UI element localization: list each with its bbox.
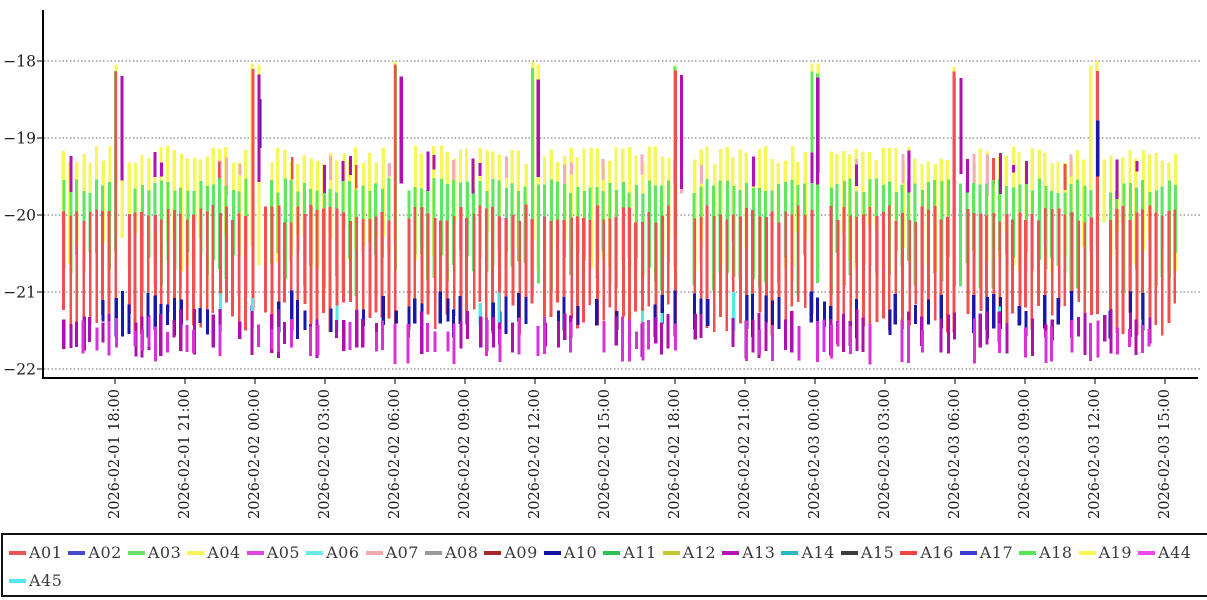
legend-item-A03: A03 [127,539,182,564]
legend-label: A09 [504,543,538,562]
legend-label: A05 [266,543,301,562]
legend-swatch-A06 [306,551,324,555]
x-tick-label: 2026-02-03 03:00 [877,389,893,519]
legend-label: A14 [801,543,835,562]
legend-item-A04: A04 [187,539,240,564]
legend-item-A01: A01 [9,539,62,564]
series-A03-A11-A18-green [62,65,1177,296]
x-tick-label: 2026-02-02 12:00 [527,389,543,519]
legend-label: A07 [385,543,419,562]
x-tick-label: 2026-02-02 00:00 [247,389,263,519]
legend-item-A05: A05 [246,539,301,564]
x-tick-label: 2026-02-02 03:00 [317,389,333,519]
legend-swatch-A04 [187,551,205,555]
legend-swatch-A15 [840,551,858,555]
legend-label: A45 [29,571,63,590]
legend-label: A11 [623,543,657,562]
x-tick-label: 2026-02-02 15:00 [597,389,613,519]
legend-label: A19 [1098,543,1133,562]
legend-label: A01 [29,543,63,562]
legend-label: A03 [147,543,182,562]
series-A05-A44-magenta [81,316,1151,365]
legend-label: A10 [563,543,598,562]
chart-canvas: −18 −19 −20 −21 −22 2026-02-01 18:00 2026-02-0… [3,10,1202,519]
legend-row: A01 A02 A03 A04 A05 A06 A07 A08 A09 A10 A11 A12 A13 A… [9,536,1207,564]
legend-swatch-A18 [1019,551,1037,555]
legend-swatch-A11 [603,551,621,555]
legend-swatch-A07 [365,551,383,555]
legend-swatch-A05 [246,551,264,555]
legend-item-A08: A08 [424,539,479,564]
legend-item-A11: A11 [603,539,656,564]
legend-label: A12 [682,543,717,562]
legend-item-A15: A15 [840,539,895,564]
legend-label: A18 [1039,543,1073,562]
y-tick-label: −21 [3,284,36,302]
legend-swatch-A09 [484,551,502,555]
legend-swatch-A19 [1078,551,1096,555]
legend-item-A17: A17 [959,539,1014,564]
series-A16-red-upper [218,157,1067,191]
legend-swatch-A02 [68,551,86,555]
y-tick-label: −19 [3,130,36,148]
series-A01-A16-red [62,64,1177,336]
x-tick-label: 2026-02-02 09:00 [457,389,473,519]
x-tick-label: 2026-02-03 00:00 [807,389,823,519]
legend-item-A18: A18 [1019,539,1072,564]
series-A02-A10-A17-navy [101,98,1145,340]
legend-label: A13 [742,543,776,562]
legend-item-A13: A13 [722,539,775,564]
x-tick-label: 2026-02-02 21:00 [737,389,753,519]
legend-item-A10: A10 [543,539,598,564]
legend-item-A16: A16 [900,539,953,564]
legend-item-A45: A45 [9,567,62,592]
legend-label: A08 [444,543,479,562]
legend-label: A04 [207,543,241,562]
x-tick-label: 2026-02-01 21:00 [177,389,193,519]
legend-swatch-A12 [662,551,680,555]
x-tick-label: 2026-02-03 15:00 [1157,389,1173,519]
legend-label: A06 [326,543,360,562]
legend-swatch-A16 [900,551,918,555]
y-tick-label: −20 [3,207,36,225]
x-tick-label: 2026-02-02 18:00 [667,389,683,519]
legend-label: A17 [979,543,1014,562]
legend-swatch-A17 [959,551,977,555]
y-tick-label: −18 [3,53,36,71]
legend-label: A15 [860,543,895,562]
x-tick-label: 2026-02-03 09:00 [1017,389,1033,519]
x-tick-label: 2026-02-03 06:00 [947,389,963,519]
legend-swatch-A45 [9,579,26,583]
y-tick-label: −22 [3,361,36,379]
series-A04-A19-yellow [61,61,1178,273]
legend-item-A07: A07 [365,539,419,564]
legend-swatch-A03 [127,551,145,555]
series-A13-purple-upper [69,150,1139,200]
legend-label: A16 [920,543,954,562]
legend-label: A02 [88,543,122,562]
legend-swatch-A44 [1138,551,1156,555]
legend-item-A12: A12 [662,539,717,564]
legend-item-A19: A19 [1078,539,1133,564]
legend-label: A44 [1158,543,1192,562]
legend-item-A44: A44 [1138,539,1191,564]
legend-swatch-A01 [9,551,26,555]
legend-item-A06: A06 [306,539,359,564]
legend-item-A02: A02 [68,539,121,564]
legend-swatch-A08 [424,551,442,555]
legend-item-A09: A09 [484,539,537,564]
legend-swatch-A14 [781,551,799,555]
legend-item-A14: A14 [781,539,834,564]
x-tick-label: 2026-02-02 06:00 [387,389,403,519]
legend-swatch-A13 [722,551,740,555]
legend-box: A01 A02 A03 A04 A05 A06 A07 A08 A09 A10 A11 A12 A13 A… [1,533,1207,597]
x-tick-label: 2026-02-01 18:00 [107,389,123,519]
legend-swatch-A10 [543,551,561,555]
x-tick-label: 2026-02-03 12:00 [1087,389,1103,519]
legend-row: A45 [9,564,1207,592]
